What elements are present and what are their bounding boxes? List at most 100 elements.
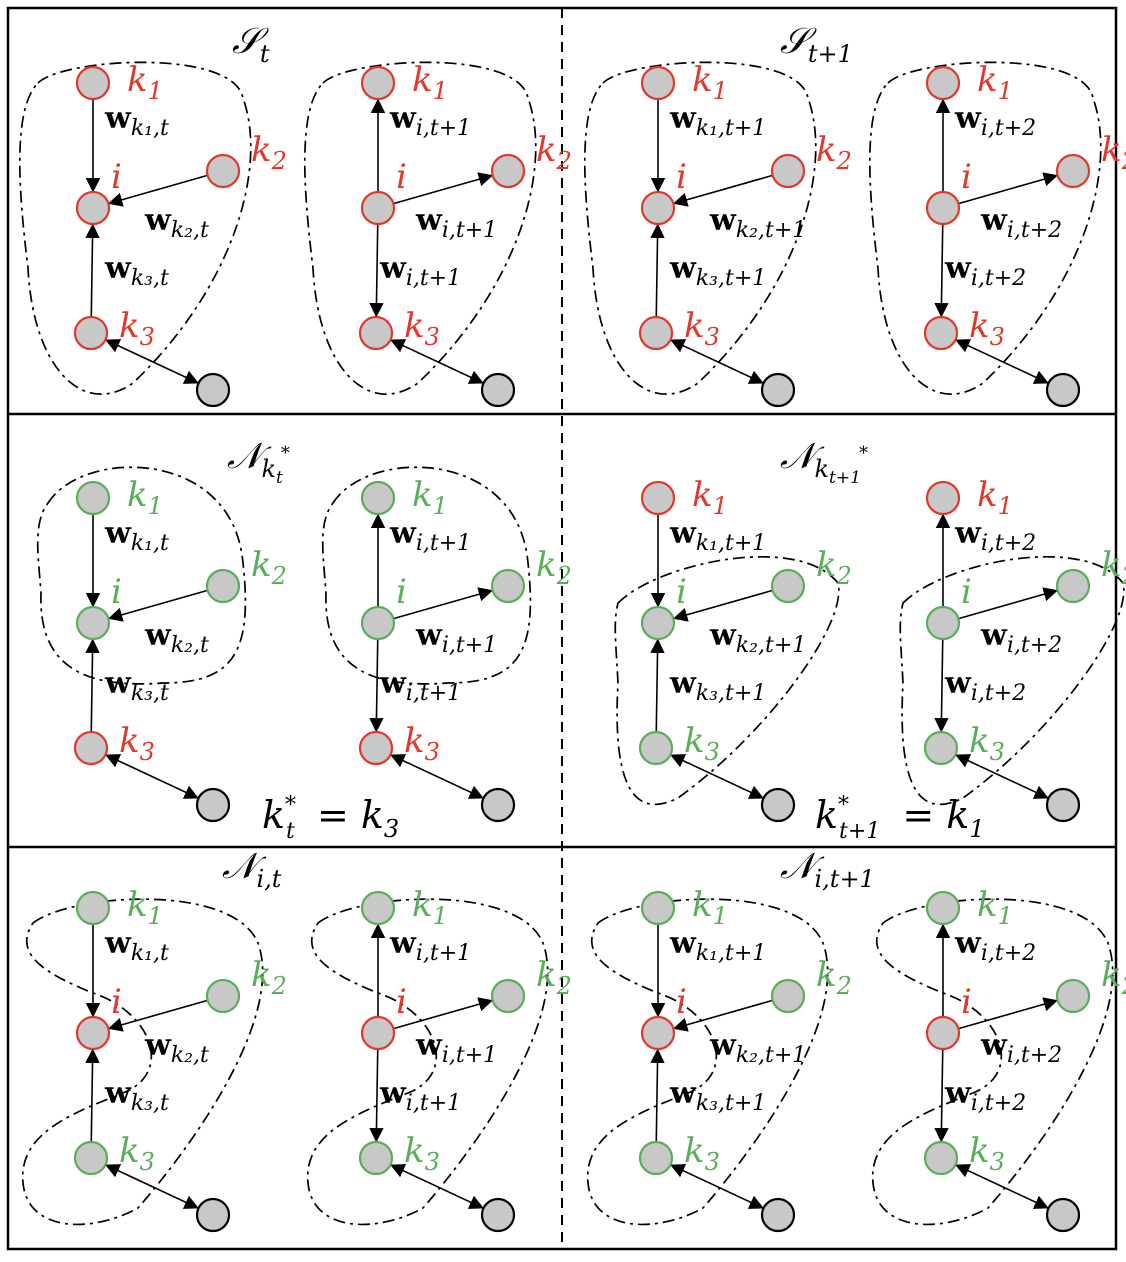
node-k1-r1-p2-g1 xyxy=(640,65,676,101)
node-k2-r1-p2-g2 xyxy=(1055,153,1091,189)
edge-k3-external-r3-p1-g2 xyxy=(390,1164,484,1209)
node-k3-r2-p1-g2 xyxy=(358,730,394,766)
weight-w1-r1-p1-g2: wi,t+1 xyxy=(389,101,471,141)
node-k3-r2-p2-g1 xyxy=(638,730,674,766)
edge-i-to-k3-r3-p2-g2 xyxy=(934,1049,949,1143)
node-k3-r1-p1-g2 xyxy=(358,315,394,351)
label-k3-r2-p2-g1: k3 xyxy=(684,721,720,766)
node-external-r1-p2-g2 xyxy=(1045,372,1081,408)
node-external-r2-p2-g2 xyxy=(1045,787,1081,823)
edge-k3-to-i-r2-p1-g1 xyxy=(85,638,100,732)
label-i-r2-p2-g1: i xyxy=(676,572,687,612)
label-k2-r1-p1-g1: k2 xyxy=(251,130,287,175)
edge-i-to-k2-r2-p1-g2 xyxy=(394,587,494,620)
label-i-r3-p2-g1: i xyxy=(676,982,687,1022)
edge-k3-external-r1-p1-g2 xyxy=(390,339,484,384)
edge-k2-to-i-r1-p2-g1 xyxy=(672,174,772,207)
edge-k3-to-i-r3-p2-g1 xyxy=(650,1048,665,1142)
node-i-r3-p1-g2 xyxy=(360,1015,396,1051)
edge-k3-external-r3-p1-g1 xyxy=(105,1164,199,1209)
weight-w2-r3-p1-g2: wi,t+1 xyxy=(415,1028,497,1068)
node-k1-r1-p2-g2 xyxy=(925,65,961,101)
node-k2-r3-p2-g1 xyxy=(770,978,806,1014)
edge-k2-to-i-r2-p2-g1 xyxy=(672,589,772,622)
label-k2-r3-p2-g1: k2 xyxy=(816,955,852,1000)
label-k3-r2-p1-g1: k3 xyxy=(119,721,155,766)
weight-w2-r2-p2-g1: wk₂,t+1 xyxy=(709,618,806,658)
label-k1-r2-p1-g2: k1 xyxy=(412,475,448,520)
weight-w1-r2-p2-g1: wk₁,t+1 xyxy=(669,516,766,556)
label-k1-r3-p1-g2: k1 xyxy=(412,885,448,930)
weight-w1-r3-p2-g1: wk₁,t+1 xyxy=(669,926,766,966)
node-external-r1-p2-g1 xyxy=(760,372,796,408)
edge-k3-external-r3-p2-g2 xyxy=(955,1164,1049,1209)
node-i-r1-p2-g2 xyxy=(925,190,961,226)
label-k2-r1-p1-g2: k2 xyxy=(536,130,572,175)
set-outline-r3-p1-g2 xyxy=(307,898,549,1226)
label-k2-r2-p2-g1: k2 xyxy=(816,545,852,590)
weight-w2-r3-p2-g1: wk₂,t+1 xyxy=(709,1028,806,1068)
node-i-r3-p2-g1 xyxy=(640,1015,676,1051)
set-label-r3-p1: 𝒩i,t xyxy=(222,846,282,893)
label-k2-r2-p1-g1: k2 xyxy=(251,545,287,590)
weight-w1-r3-p1-g1: wk₁,t xyxy=(104,926,169,966)
node-k3-r1-p2-g2 xyxy=(923,315,959,351)
label-k1-r3-p2-g2: k1 xyxy=(977,885,1013,930)
set-outline-r3-p1-g1 xyxy=(22,898,264,1226)
equation-r2-p1: k* t = k3 xyxy=(262,793,399,844)
label-k1-r3-p1-g1: k1 xyxy=(127,885,163,930)
label-k3-r2-p2-g2: k3 xyxy=(969,721,1005,766)
node-i-r1-p1-g1 xyxy=(75,190,111,226)
weight-w2-r2-p2-g2: wi,t+2 xyxy=(980,618,1062,658)
label-i-r3-p1-g2: i xyxy=(396,982,407,1022)
node-k2-r3-p1-g2 xyxy=(490,978,526,1014)
set-label-r2-p1: 𝒩kt* xyxy=(227,436,290,488)
label-k2-r1-p2-g1: k2 xyxy=(816,130,852,175)
set-label-r1-p1: 𝒮t xyxy=(232,21,270,68)
set-outline-r2-p1-g2 xyxy=(321,466,532,685)
label-i-r2-p1-g1: i xyxy=(111,572,122,612)
label-k3-r1-p1-g2: k3 xyxy=(404,306,440,351)
label-k1-r2-p2-g1: k1 xyxy=(692,475,728,520)
node-k2-r1-p1-g1 xyxy=(205,153,241,189)
edge-k2-to-i-r3-p1-g1 xyxy=(107,999,207,1032)
set-label-r1-p2: 𝒮t+1 xyxy=(780,21,853,68)
label-i-r1-p2-g2: i xyxy=(961,157,972,197)
weight-w3-r1-p2-g1: wk₃,t+1 xyxy=(669,251,766,291)
node-external-r2-p1-g1 xyxy=(195,787,231,823)
label-k3-r3-p1-g1: k3 xyxy=(119,1131,155,1176)
weight-w3-r1-p1-g2: wi,t+1 xyxy=(379,251,461,291)
node-k1-r1-p1-g2 xyxy=(360,65,396,101)
labels: k1k2k3iwk₁,twk₂,twk₃,tk1k2k3iwi,t+1wi,t+… xyxy=(104,21,1126,1176)
node-k3-r3-p2-g2 xyxy=(923,1140,959,1176)
weight-w1-r2-p2-g2: wi,t+2 xyxy=(954,516,1036,556)
label-k1-r1-p1-g2: k1 xyxy=(412,60,448,105)
weight-w3-r3-p1-g2: wi,t+1 xyxy=(379,1076,461,1116)
weight-w3-r1-p2-g2: wi,t+2 xyxy=(944,251,1026,291)
node-external-r3-p1-g1 xyxy=(195,1197,231,1233)
set-outline-r3-p2-g1 xyxy=(587,898,829,1226)
node-i-r1-p2-g1 xyxy=(640,190,676,226)
edge-i-to-k2-r1-p2-g2 xyxy=(959,172,1059,205)
weight-w3-r2-p1-g1: wk₃,t xyxy=(104,666,169,706)
label-k2-r3-p1-g1: k2 xyxy=(251,955,287,1000)
edge-i-to-k3-r1-p1-g2 xyxy=(369,224,384,318)
label-i-r1-p2-g1: i xyxy=(676,157,687,197)
edge-k3-external-r2-p2-g2 xyxy=(955,754,1049,799)
weight-w1-r1-p1-g1: wk₁,t xyxy=(104,101,169,141)
edge-i-to-k3-r3-p1-g2 xyxy=(369,1049,384,1143)
node-external-r2-p2-g1 xyxy=(760,787,796,823)
edge-k3-to-i-r3-p1-g1 xyxy=(85,1048,100,1142)
label-k3-r1-p2-g2: k3 xyxy=(969,306,1005,351)
node-k3-r3-p2-g1 xyxy=(638,1140,674,1176)
edge-i-to-k3-r2-p1-g2 xyxy=(369,639,384,733)
node-external-r1-p1-g2 xyxy=(480,372,516,408)
weight-w2-r2-p1-g2: wi,t+1 xyxy=(415,618,497,658)
node-k1-r3-p2-g1 xyxy=(640,890,676,926)
node-k2-r2-p1-g2 xyxy=(490,568,526,604)
label-i-r3-p2-g2: i xyxy=(961,982,972,1022)
edge-k3-external-r3-p2-g1 xyxy=(670,1164,764,1209)
edge-k3-external-r2-p1-g2 xyxy=(390,754,484,799)
node-k3-r1-p1-g1 xyxy=(73,315,109,351)
node-k2-r3-p2-g2 xyxy=(1055,978,1091,1014)
